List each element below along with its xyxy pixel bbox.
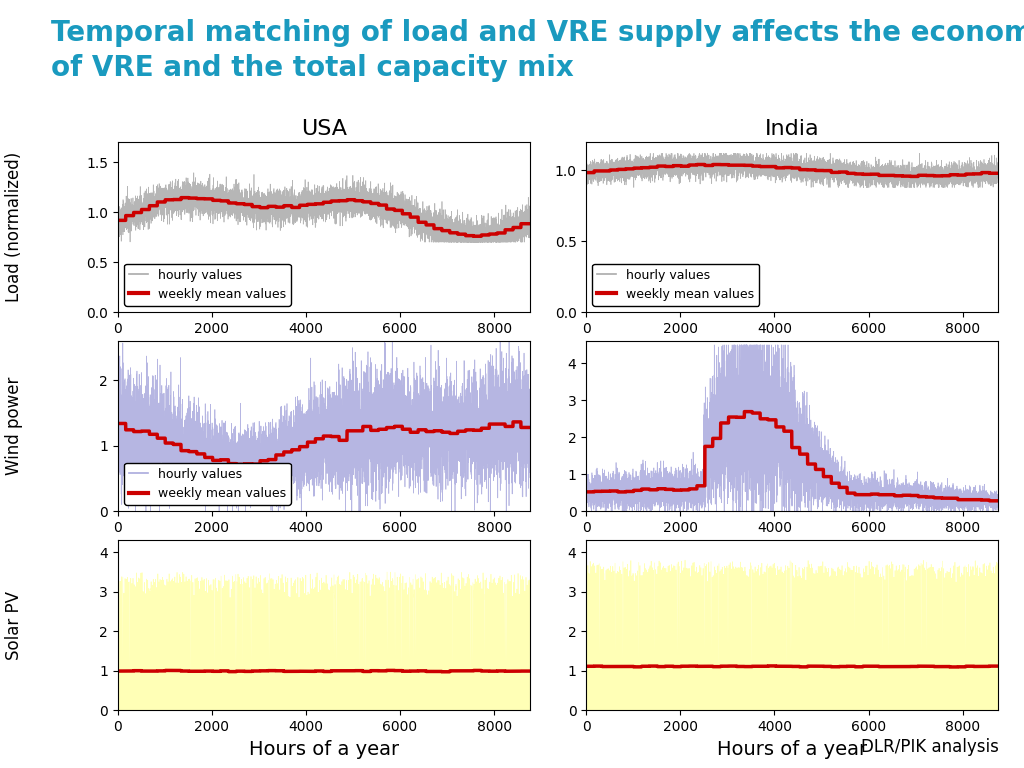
Text: Load (normalized): Load (normalized) [5,152,24,302]
X-axis label: Hours of a year: Hours of a year [717,740,867,759]
Title: USA: USA [301,119,347,139]
Legend: hourly values, weekly mean values: hourly values, weekly mean values [124,463,291,505]
Text: Wind power: Wind power [5,377,24,475]
Legend: hourly values, weekly mean values: hourly values, weekly mean values [124,263,291,306]
Legend: hourly values, weekly mean values: hourly values, weekly mean values [593,263,760,306]
Text: DLR/PIK analysis: DLR/PIK analysis [860,739,998,756]
Title: India: India [765,119,819,139]
Text: Solar PV: Solar PV [5,591,24,660]
Text: Temporal matching of load and VRE supply affects the economics
of VRE and the to: Temporal matching of load and VRE supply… [51,19,1024,82]
X-axis label: Hours of a year: Hours of a year [249,740,399,759]
